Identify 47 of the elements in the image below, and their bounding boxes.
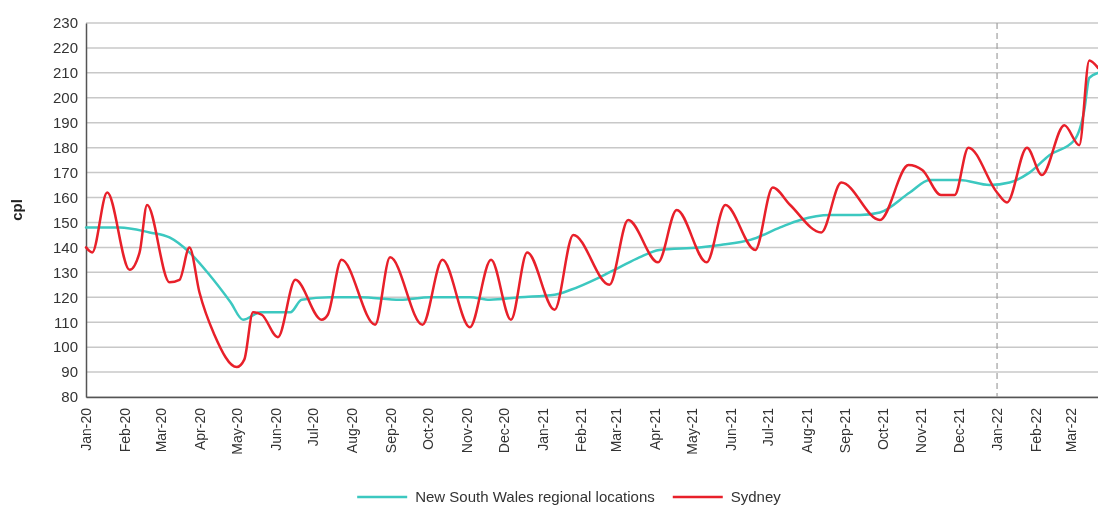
- line-series: [84, 59, 1098, 369]
- x-tick-label: Feb-22: [1028, 407, 1045, 453]
- x-tick-label: Jan-20: [78, 407, 95, 451]
- y-tick-label: 80: [61, 388, 78, 406]
- x-tick-label: Dec-21: [950, 407, 967, 454]
- y-tick-label: 180: [52, 138, 78, 156]
- x-tick-label: May-20: [229, 407, 246, 455]
- y-tick-label: 190: [52, 114, 78, 132]
- y-tick-label: 200: [52, 89, 78, 107]
- y-tick-label: 90: [61, 363, 78, 381]
- x-tick-label: Jan-21: [534, 407, 551, 451]
- x-tick-label: Sep-21: [837, 407, 854, 454]
- y-tick-label: 150: [52, 213, 78, 231]
- x-tick-label: Jan-22: [989, 407, 1006, 451]
- x-tick-label: Jun-20: [267, 407, 284, 451]
- legend-label: Sydney: [730, 488, 782, 505]
- x-tick-label: Aug-21: [798, 407, 815, 454]
- y-tick-label: 120: [52, 288, 78, 306]
- x-tick-label: Apr-20: [191, 407, 208, 451]
- y-tick-label: 140: [52, 238, 78, 256]
- y-tick-label: 100: [52, 338, 78, 356]
- x-tick-label: Oct-21: [874, 407, 891, 451]
- x-tick-label: Jul-21: [760, 407, 777, 447]
- x-tick-label: Jul-20: [305, 407, 322, 447]
- y-tick-label: 170: [52, 163, 78, 181]
- x-tick-label: Sep-20: [382, 407, 399, 454]
- x-tick-label: Mar-22: [1062, 407, 1079, 453]
- y-tick-label: 210: [52, 64, 78, 82]
- y-tick-label: 160: [52, 188, 78, 206]
- x-tick-label: Feb-21: [573, 407, 590, 453]
- x-tick-label: Aug-20: [343, 407, 360, 454]
- x-tick-label: May-21: [684, 407, 701, 455]
- y-tick-label: 130: [52, 263, 78, 281]
- x-tick-label: Jun-21: [722, 407, 739, 451]
- y-axis-title: cpl: [8, 199, 25, 221]
- x-tick-label: Mar-21: [608, 407, 625, 453]
- y-tick-label: 220: [52, 39, 78, 57]
- x-tick-label: Apr-21: [646, 407, 663, 451]
- y-tick-label: 230: [52, 14, 78, 32]
- x-tick-label: Dec-20: [495, 407, 512, 454]
- legend-label: New South Wales regional locations: [415, 488, 655, 505]
- x-tick-label: Nov-21: [913, 407, 930, 454]
- y-tick-label: 110: [54, 313, 78, 331]
- x-tick-label: Mar-20: [153, 407, 170, 453]
- x-tick-label: Oct-20: [419, 407, 436, 451]
- x-tick-label: Feb-20: [117, 407, 134, 453]
- x-tick-label: Nov-20: [458, 407, 475, 454]
